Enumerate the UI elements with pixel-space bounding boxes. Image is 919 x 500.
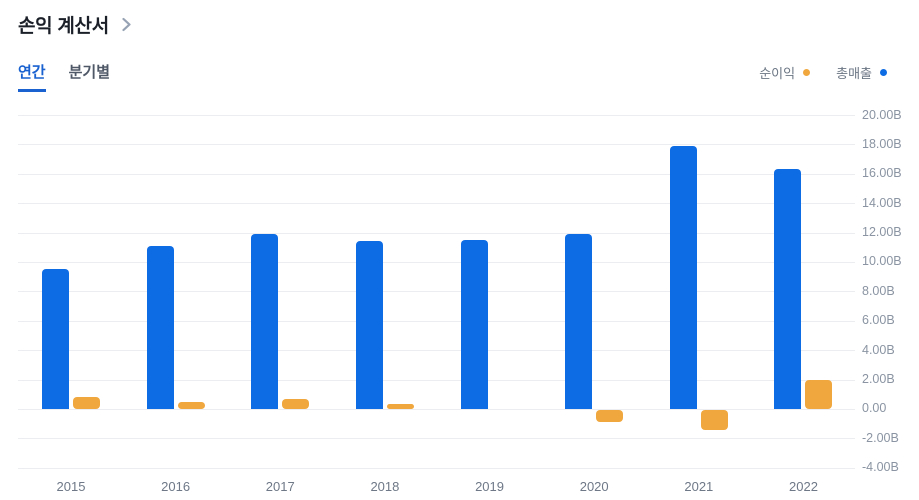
y-axis-tick-label: 4.00B: [862, 342, 895, 357]
x-axis-label-2019: 2019: [475, 479, 504, 494]
x-axis-label-2022: 2022: [789, 479, 818, 494]
bar-net-income-2022[interactable]: [805, 379, 833, 409]
total-revenue-dot-icon: [880, 69, 887, 76]
x-axis-label-2021: 2021: [684, 479, 714, 494]
y-axis-tick-label: 2.00B: [862, 372, 895, 387]
bar-total-revenue-2020[interactable]: [565, 234, 593, 409]
bar-net-income-2017[interactable]: [282, 399, 310, 409]
gridline: [18, 232, 855, 234]
bar-total-revenue-2018[interactable]: [355, 241, 383, 409]
tab-annual[interactable]: 연간: [18, 61, 46, 92]
y-axis-tick-label: -2.00B: [862, 430, 899, 445]
legend-item-total-revenue[interactable]: 총매출: [836, 63, 887, 82]
tab-quarterly[interactable]: 분기별: [68, 64, 111, 81]
gridline: [18, 320, 855, 322]
chevron-right-icon[interactable]: [121, 17, 132, 32]
bar-total-revenue-2016[interactable]: [146, 245, 174, 409]
gridline: [18, 408, 855, 410]
y-axis-tick-label: 0.00: [862, 401, 887, 416]
bar-net-income-2018[interactable]: [386, 403, 414, 409]
bar-net-income-2015[interactable]: [73, 397, 100, 409]
gridline: [18, 173, 855, 175]
y-axis-tick-label: 18.00B: [862, 136, 902, 151]
legend-label-net-income: 순이익: [759, 66, 796, 81]
y-axis-tick-label: 16.00B: [862, 166, 902, 181]
y-axis-tick-label: 20.00B: [862, 107, 902, 122]
chart-legend: 순이익 총매출: [759, 63, 887, 82]
x-axis-label-2015: 2015: [56, 479, 86, 494]
bar-total-revenue-2022[interactable]: [774, 169, 802, 409]
bar-net-income-2021[interactable]: [700, 409, 728, 431]
gridline: [18, 379, 855, 381]
gridline: [18, 144, 855, 146]
legend-item-net-income[interactable]: 순이익: [759, 63, 811, 82]
x-axis-label-2016: 2016: [161, 479, 191, 494]
y-axis-tick-label: 14.00B: [862, 195, 902, 210]
x-axis-label-2020: 2020: [579, 479, 609, 494]
bar-net-income-2016[interactable]: [177, 401, 205, 409]
period-tabs: 연간 분기별: [18, 61, 110, 92]
gridline: [18, 438, 855, 440]
gridline: [18, 261, 855, 263]
bar-total-revenue-2015[interactable]: [42, 269, 69, 409]
gridline: [18, 291, 855, 293]
bar-total-revenue-2021[interactable]: [669, 145, 697, 409]
bar-total-revenue-2019[interactable]: [460, 239, 488, 409]
y-axis-tick-label: 10.00B: [862, 254, 902, 269]
bar-net-income-2020[interactable]: [596, 409, 624, 423]
header: 손익 계산서: [18, 11, 132, 38]
legend-label-total-revenue: 총매출: [836, 66, 872, 81]
gridline: [18, 115, 855, 116]
y-axis-tick-label: 12.00B: [862, 225, 902, 240]
y-axis-tick-label: 8.00B: [862, 283, 895, 298]
net-income-dot-icon: [803, 69, 811, 76]
gridline: [18, 350, 855, 352]
page-title: 손익 계산서: [18, 16, 109, 37]
gridline: [18, 203, 855, 205]
gridline: [18, 467, 855, 469]
y-axis-tick-label: 6.00B: [862, 313, 895, 328]
x-axis-label-2018: 2018: [370, 479, 400, 494]
x-axis-label-2017: 2017: [265, 479, 295, 494]
bar-total-revenue-2017[interactable]: [251, 234, 279, 409]
y-axis-tick-label: -4.00B: [862, 460, 899, 475]
